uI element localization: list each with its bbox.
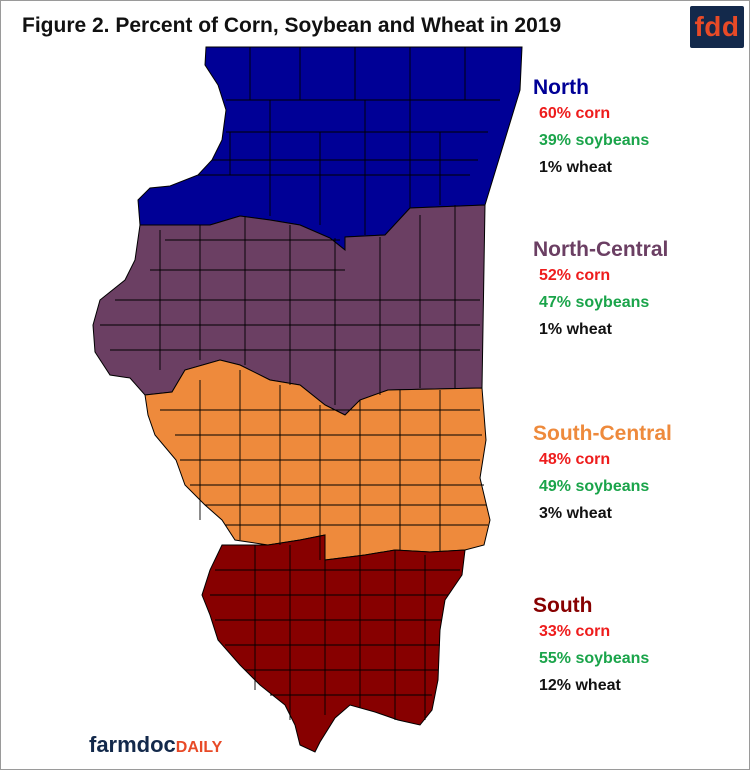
legend-south-name: South xyxy=(533,594,593,617)
region-south-shape[interactable] xyxy=(201,534,466,753)
legend-south-central-name: South-Central xyxy=(533,422,672,445)
legend-south-central-corn: 48% corn xyxy=(539,451,611,468)
fdd-badge-text: fdd xyxy=(694,11,740,42)
county-lines xyxy=(100,47,500,720)
logo-main-text: farmdoc xyxy=(89,732,176,757)
legend-north-name: North xyxy=(533,76,589,99)
legend-north-central-wheat: 1% wheat xyxy=(539,321,612,338)
legend-north-central-name: North-Central xyxy=(533,238,669,261)
legend-south-central-wheat: 3% wheat xyxy=(539,505,612,522)
farmdoc-daily-logo: farmdocDAILY xyxy=(89,732,222,758)
legend-south-soybeans: 55% soybeans xyxy=(539,650,650,667)
legend-north-corn: 60% corn xyxy=(539,105,611,122)
legend-south-central: South-Central 48% corn 49% soybeans 3% w… xyxy=(533,422,672,527)
legend-north: North 60% corn 39% soybeans 1% wheat xyxy=(533,76,649,181)
legend-north-central-soybeans: 47% soybeans xyxy=(539,294,650,311)
legend-south-wheat: 12% wheat xyxy=(539,677,621,694)
legend-north-central-corn: 52% corn xyxy=(539,267,611,284)
legend-north-wheat: 1% wheat xyxy=(539,159,612,176)
fdd-badge: fdd xyxy=(690,6,744,48)
legend-north-central: North-Central 52% corn 47% soybeans 1% w… xyxy=(533,238,668,343)
logo-accent-text: DAILY xyxy=(175,739,223,756)
legend-south-corn: 33% corn xyxy=(539,623,611,640)
legend-north-soybeans: 39% soybeans xyxy=(539,132,650,149)
legend-south-central-soybeans: 49% soybeans xyxy=(539,478,650,495)
figure-title: Figure 2. Percent of Corn, Soybean and W… xyxy=(22,14,562,37)
legend-south: South 33% corn 55% soybeans 12% wheat xyxy=(533,594,649,699)
